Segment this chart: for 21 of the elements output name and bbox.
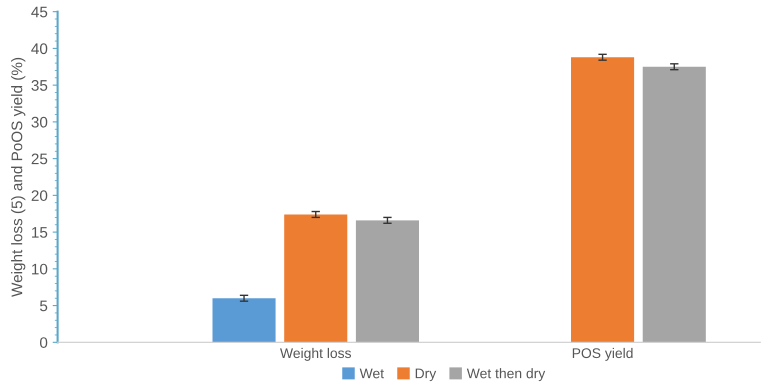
y-tick-label: 20 xyxy=(32,190,48,202)
bar xyxy=(571,57,634,342)
bar xyxy=(284,214,348,342)
y-tick-label: 30 xyxy=(31,116,48,128)
legend-label: Wet then dry xyxy=(466,368,546,382)
y-tick-label: 45 xyxy=(31,6,48,18)
x-tick-label: POS yield xyxy=(572,348,633,361)
legend-label: Wet xyxy=(360,368,384,378)
y-tick-label: 40 xyxy=(31,43,48,54)
y-tick-label: 25 xyxy=(32,153,48,164)
bar xyxy=(212,298,276,342)
bar xyxy=(356,220,419,342)
bar xyxy=(642,66,706,342)
y-tick-label: 35 xyxy=(31,80,48,91)
y-tick-label: 10 xyxy=(32,264,48,275)
y-tick-label: 0 xyxy=(40,337,48,348)
y-tick-label: 5 xyxy=(40,300,48,312)
y-axis-title: Weight loss (5) and PoOS yield (%) xyxy=(11,58,26,297)
x-tick-label: Weight loss xyxy=(280,348,352,361)
legend-label: Dry xyxy=(416,368,436,382)
y-tick-label: 15 xyxy=(32,227,48,238)
